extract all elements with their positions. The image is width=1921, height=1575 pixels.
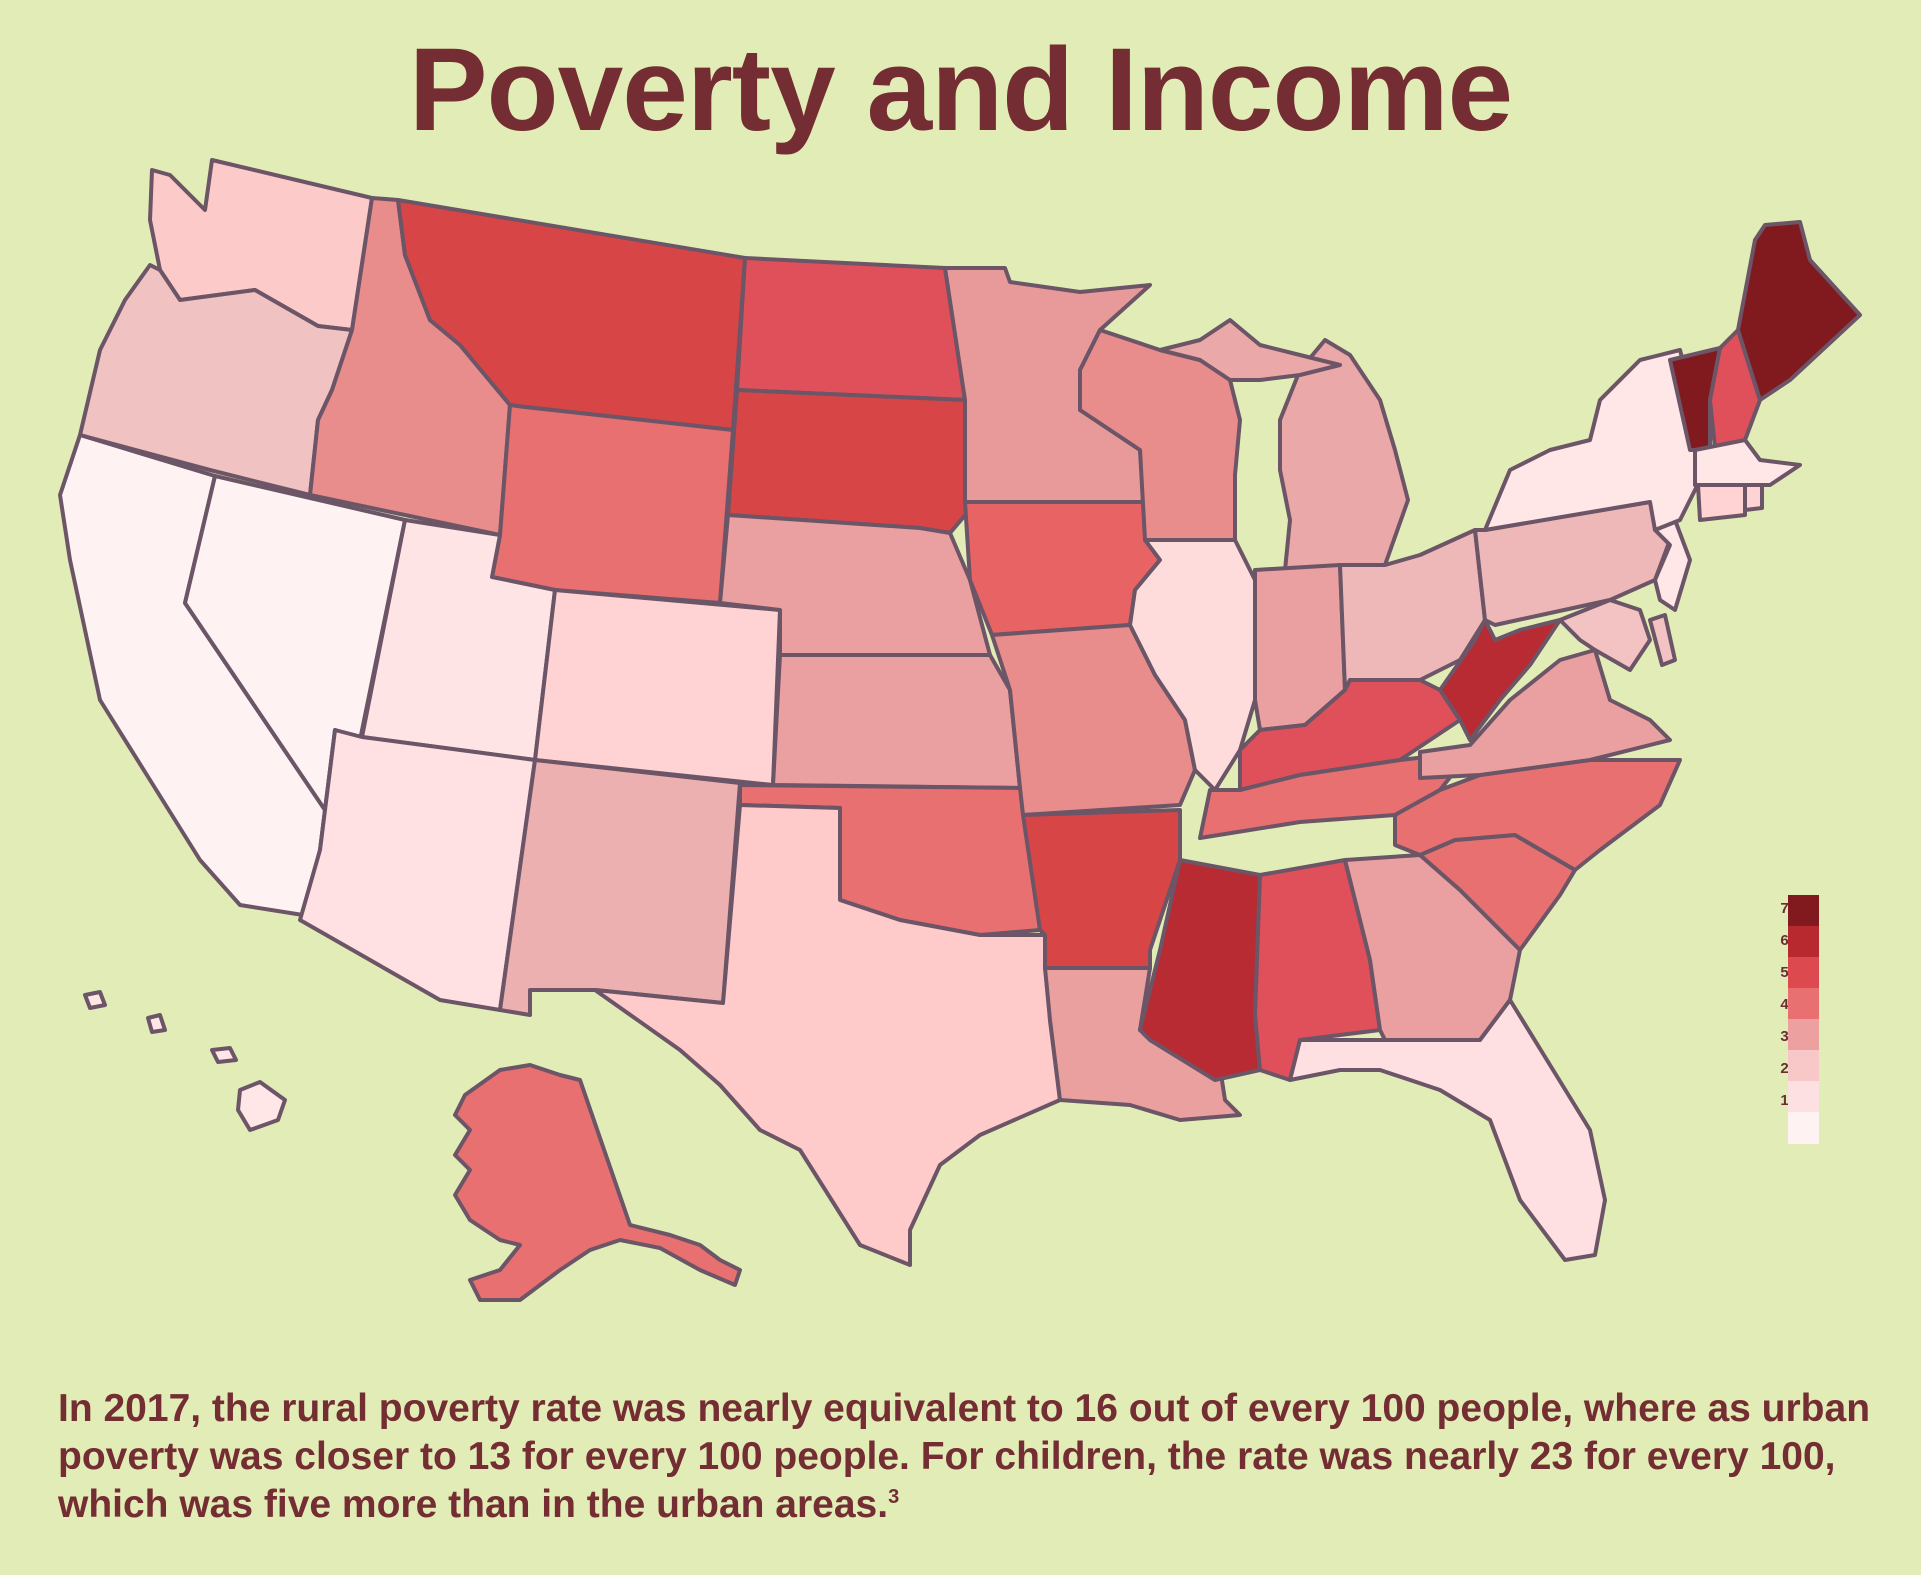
footnote-marker: 3 (888, 1486, 900, 1508)
us-choropleth-map (58, 158, 1862, 1302)
state-connecticut[interactable] (1696, 483, 1747, 522)
state-arkansas[interactable] (1021, 808, 1182, 970)
legend-swatch (1788, 1112, 1819, 1144)
state-new-jersey[interactable] (1653, 518, 1692, 612)
legend-swatch (1788, 895, 1819, 927)
state-michigan[interactable] (1278, 338, 1410, 572)
map-title: Poverty and Income (408, 24, 1513, 156)
legend-swatch (1788, 957, 1819, 989)
legend-swatch (1788, 988, 1819, 1020)
hawaii-island-small (146, 1013, 167, 1034)
state-maine[interactable] (1736, 220, 1862, 402)
state-west-virginia[interactable] (1438, 618, 1562, 742)
state-massachusetts[interactable] (1693, 438, 1802, 487)
caption: In 2017, the rural poverty rate was near… (58, 1385, 1898, 1529)
state-alaska[interactable] (453, 1063, 742, 1302)
hawaii-island-small (83, 990, 107, 1010)
state-florida[interactable] (1288, 998, 1607, 1262)
state-texas[interactable] (593, 803, 1062, 1267)
state-north-dakota[interactable] (735, 256, 967, 402)
legend-swatch (1788, 1019, 1819, 1051)
state-kansas[interactable] (771, 653, 1022, 790)
state-vermont[interactable] (1668, 346, 1722, 452)
caption-text: In 2017, the rural poverty rate was near… (58, 1387, 1871, 1526)
state-colorado[interactable] (533, 588, 782, 787)
state-south-dakota[interactable] (726, 388, 969, 535)
legend-swatch (1788, 926, 1819, 958)
legend-swatch (1788, 1050, 1819, 1082)
state-delaware[interactable] (1648, 613, 1677, 667)
state-wyoming[interactable] (490, 403, 735, 605)
state-arizona[interactable] (298, 728, 537, 1012)
state-hawaii[interactable] (236, 1080, 287, 1132)
state-rhode-island[interactable] (1743, 483, 1764, 512)
state-michigan-upper[interactable] (1158, 318, 1342, 382)
hawaii-island-small (210, 1046, 238, 1064)
legend-swatch (1788, 1081, 1819, 1113)
state-new-mexico[interactable] (498, 758, 742, 1017)
state-maryland[interactable] (1558, 598, 1652, 672)
state-new-york[interactable] (1483, 348, 1702, 532)
state-virginia[interactable] (1418, 648, 1672, 780)
